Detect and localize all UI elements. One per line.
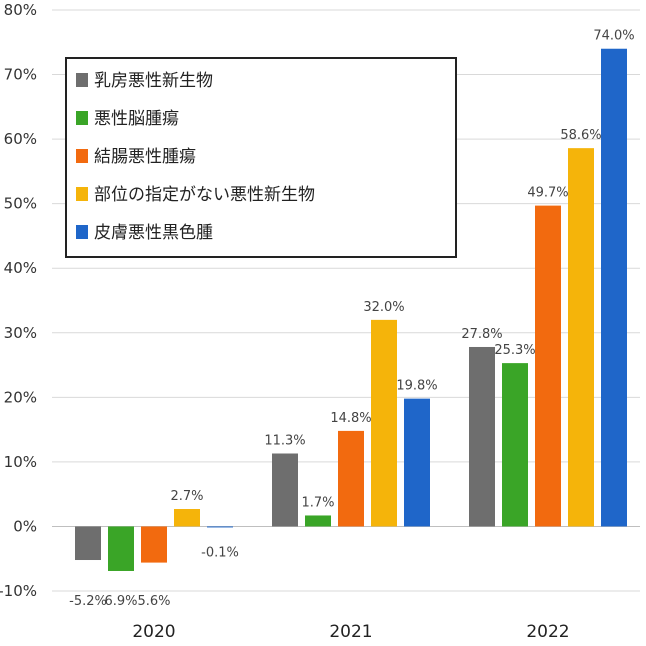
x-axis: 2020 2021 2022 <box>132 622 569 642</box>
y-axis: -10% 0% 10% 20% 30% 40% 50% 60% 70% 80% <box>0 1 37 600</box>
legend-swatch <box>76 149 88 163</box>
legend-swatch <box>76 187 88 201</box>
legend-label: 結腸悪性腫瘍 <box>94 147 196 167</box>
data-label: 6.9% <box>104 594 137 609</box>
y-tick-label: -10% <box>0 582 37 600</box>
legend-box <box>65 57 457 258</box>
data-label: 1.7% <box>301 495 334 510</box>
data-label: 25.3% <box>494 343 535 358</box>
bar <box>404 398 430 527</box>
legend-swatch <box>76 225 88 239</box>
data-label: 11.3% <box>264 433 305 448</box>
legend-label: 皮膚悪性黒色腫 <box>94 223 213 243</box>
bar <box>207 526 233 528</box>
legend-label: 悪性脳腫瘍 <box>94 109 179 129</box>
bar <box>601 48 627 527</box>
data-label: 5.6% <box>137 594 170 609</box>
category-label: 2021 <box>329 622 372 642</box>
data-label: -5.2% <box>69 594 107 609</box>
bar <box>108 526 134 571</box>
bar <box>174 509 200 527</box>
legend-swatch <box>76 111 88 125</box>
data-label: 14.8% <box>330 411 371 426</box>
y-tick-label: 40% <box>4 259 37 277</box>
data-label: 74.0% <box>593 29 634 44</box>
legend-label: 部位の指定がない悪性新生物 <box>94 185 315 205</box>
y-tick-label: 10% <box>4 453 37 471</box>
legend-label: 乳房悪性新生物 <box>94 71 213 91</box>
bar <box>469 346 495 527</box>
y-tick-label: 70% <box>4 66 37 84</box>
legend-swatch <box>76 73 88 87</box>
y-tick-label: 0% <box>13 517 37 535</box>
y-tick-label: 50% <box>4 195 37 213</box>
bar <box>75 526 101 561</box>
category-label: 2022 <box>526 622 569 642</box>
bar <box>141 526 167 563</box>
bar <box>272 453 298 527</box>
y-tick-label: 20% <box>4 388 37 406</box>
y-tick-label: 30% <box>4 324 37 342</box>
bars <box>75 48 627 571</box>
data-label: 49.7% <box>527 186 568 201</box>
bar <box>568 148 594 527</box>
y-tick-label: 80% <box>4 1 37 19</box>
bar <box>371 319 397 527</box>
data-label: 32.0% <box>363 300 404 315</box>
data-label: 2.7% <box>170 489 203 504</box>
bar <box>535 205 561 527</box>
data-labels: -5.2% 11.3% 27.8% 6.9% 1.7% 25.3% 5.6% 14.8% 49.… <box>69 29 635 609</box>
bar <box>338 430 364 527</box>
data-label: -0.1% <box>201 545 239 560</box>
bar <box>305 515 331 527</box>
category-label: 2020 <box>132 622 175 642</box>
bar <box>502 363 528 527</box>
y-tick-label: 60% <box>4 130 37 148</box>
data-label: 58.6% <box>560 128 601 143</box>
data-label: 27.8% <box>461 327 502 342</box>
data-label: 19.8% <box>396 379 437 394</box>
